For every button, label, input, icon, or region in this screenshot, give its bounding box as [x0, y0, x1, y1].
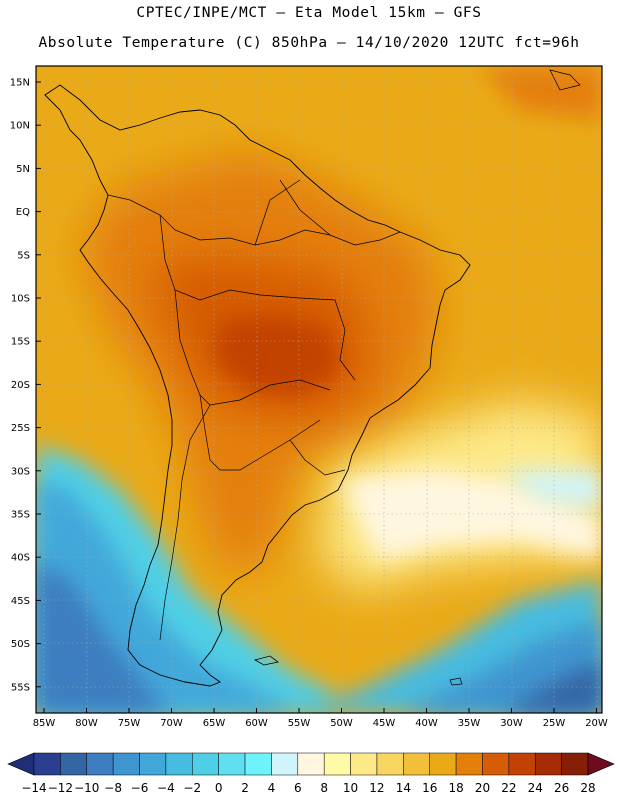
colorbar-cell — [297, 752, 325, 776]
lon-tick-label: 25W — [543, 718, 566, 729]
longitude-axis: 85W 80W 75W 70W 65W 60W 55W 50W 45W 40W 35W 30W 25W 2… — [33, 708, 608, 729]
lon-tick-label: 65W — [203, 718, 226, 729]
lon-tick-label: 20W — [585, 718, 608, 729]
lat-tick-label: 10S — [11, 294, 30, 305]
lat-tick-label: 5S — [17, 250, 30, 261]
lat-tick-label: 35S — [11, 510, 30, 521]
colorbar-label: −2 — [183, 781, 201, 795]
lon-tick-label: 50W — [330, 718, 353, 729]
colorbar-label: 12 — [369, 781, 384, 795]
colorbar-label: 4 — [268, 781, 276, 795]
colorbar-cell — [429, 752, 457, 776]
colorbar-label: 10 — [343, 781, 358, 795]
chart-title-line1: CPTEC/INPE/MCT – Eta Model 15km – GFS — [136, 5, 482, 21]
temperature-map: 85W 80W 75W 70W 65W 60W 55W 50W 45W 40W 35W 30W 25W 2… — [10, 65, 608, 729]
colorbar-label: −6 — [131, 781, 149, 795]
map-frame — [35, 65, 603, 714]
colorbar-cell — [165, 752, 193, 776]
colorbar-label: −12 — [48, 781, 73, 795]
colorbar-cell — [482, 752, 510, 776]
colorbar-cell — [192, 752, 219, 776]
colorbar-label: 18 — [448, 781, 463, 795]
colorbar-cell — [350, 752, 378, 776]
colorbar-cell — [561, 752, 589, 776]
colorbar-cell — [244, 752, 272, 776]
lat-tick-label: 25S — [11, 423, 30, 434]
temperature-field — [36, 66, 602, 713]
lon-tick-label: 35W — [458, 718, 481, 729]
lat-tick-label: 50S — [11, 639, 30, 650]
latitude-axis: 15N 10N 5N EQ 5S 10S 15S 20S 25S 30S 35S 40S 45S 50S 5… — [10, 78, 41, 693]
colorbar-label: 24 — [528, 781, 543, 795]
colorbar-label: 22 — [501, 781, 516, 795]
lon-tick-label: 60W — [245, 718, 268, 729]
colorbar-label: −8 — [104, 781, 122, 795]
colorbar-cell — [508, 752, 536, 776]
lon-tick-label: 40W — [415, 718, 438, 729]
colorbar-cell — [218, 752, 246, 776]
colorbar-cell — [376, 752, 404, 776]
colorbar-label: 0 — [215, 781, 223, 795]
lat-tick-label: 5N — [16, 164, 30, 175]
colorbar-cell — [271, 752, 299, 776]
lat-tick-label: 10N — [10, 121, 30, 132]
colorbar-label: −14 — [21, 781, 46, 795]
lat-tick-label: 15N — [10, 78, 30, 89]
chart-title-line2: Absolute Temperature (C) 850hPa – 14/10/… — [38, 35, 580, 51]
lat-tick-label: 45S — [11, 596, 30, 607]
colorbar-cell — [139, 752, 167, 776]
lon-tick-label: 70W — [160, 718, 183, 729]
colorbar-cell — [403, 752, 430, 776]
colorbar-cell — [455, 752, 483, 776]
colorbar-label: 14 — [396, 781, 411, 795]
lat-tick-label: 30S — [11, 466, 30, 477]
colorbar-cell — [112, 752, 140, 776]
colorbar-label: 6 — [294, 781, 302, 795]
lon-tick-label: 80W — [75, 718, 98, 729]
lon-tick-label: 75W — [118, 718, 141, 729]
colorbar-label: 2 — [241, 781, 249, 795]
lat-tick-label: EQ — [16, 207, 30, 218]
colorbar: −14 −12 −10 −8 −6 −4 −2 0 2 4 6 8 10 12 14 16 18 20 22 24 26… — [7, 752, 615, 795]
colorbar-cell — [33, 752, 61, 776]
colorbar-label: −4 — [157, 781, 175, 795]
south-america-coastline — [44, 84, 471, 687]
colorbar-label: −10 — [74, 781, 99, 795]
lat-tick-label: 40S — [11, 553, 30, 564]
lat-tick-label: 20S — [11, 380, 30, 391]
lat-tick-label: 55S — [11, 682, 30, 693]
colorbar-label: 16 — [422, 781, 437, 795]
colorbar-label: 20 — [475, 781, 490, 795]
colorbar-high-arrow — [587, 752, 615, 776]
colorbar-label: 26 — [554, 781, 569, 795]
lon-tick-label: 85W — [33, 718, 56, 729]
lon-tick-label: 55W — [288, 718, 311, 729]
country-borders — [107, 179, 401, 641]
colorbar-cell — [86, 752, 114, 776]
colorbar-cell — [534, 752, 562, 776]
lat-tick-label: 15S — [11, 337, 30, 348]
lon-tick-label: 30W — [500, 718, 523, 729]
colorbar-low-arrow — [7, 752, 35, 776]
colorbar-cell — [323, 752, 351, 776]
colorbar-label: 8 — [320, 781, 328, 795]
colorbar-cell — [60, 752, 88, 776]
colorbar-label: 28 — [580, 781, 595, 795]
lon-tick-label: 45W — [373, 718, 396, 729]
